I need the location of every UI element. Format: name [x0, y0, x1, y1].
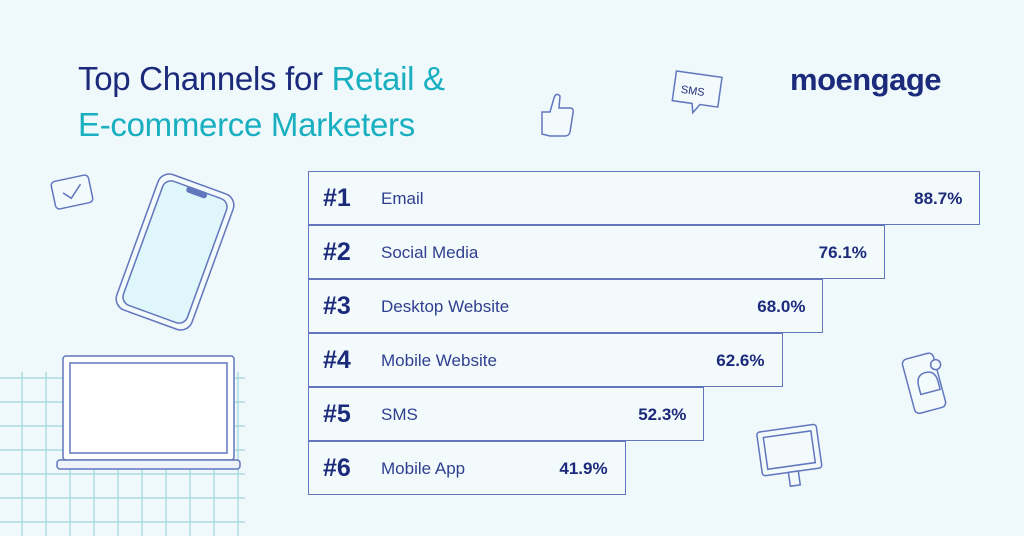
rank-label: #1 — [323, 184, 351, 212]
page-title: Top Channels for Retail & E-commerce Mar… — [78, 56, 445, 148]
moengage-logo: moengage — [790, 62, 942, 97]
value-label: 68.0% — [757, 297, 806, 316]
value-label: 76.1% — [818, 243, 867, 262]
title-part1: Top Channels for — [78, 60, 332, 97]
bar-sms: #5 SMS 52.3% — [308, 387, 705, 441]
bar-mobile-app: #6 Mobile App 41.9% — [308, 441, 626, 495]
category-label: Desktop Website — [381, 297, 510, 316]
email-check-icon — [50, 174, 94, 210]
bar-social-media: #2 Social Media 76.1% — [308, 225, 885, 279]
rank-label: #5 — [323, 400, 351, 428]
value-label: 88.7% — [914, 189, 963, 208]
rank-label: #2 — [323, 238, 351, 266]
phone-notification-icon — [901, 352, 947, 415]
rank-label: #4 — [323, 346, 351, 374]
value-label: 41.9% — [559, 459, 608, 478]
smartphone-icon — [115, 173, 235, 331]
thumbs-up-icon — [541, 93, 574, 137]
category-label: Email — [381, 189, 424, 208]
sms-bubble-icon: SMS — [671, 70, 723, 115]
value-label: 62.6% — [716, 351, 765, 370]
svg-text:SMS: SMS — [680, 84, 705, 99]
rank-label: #6 — [323, 454, 351, 482]
laptop-icon — [56, 355, 241, 470]
category-label: Mobile App — [381, 459, 466, 478]
rank-label: #3 — [323, 292, 351, 320]
title-line2: E-commerce Marketers — [78, 106, 415, 143]
category-label: Mobile Website — [381, 351, 497, 370]
category-label: SMS — [381, 405, 418, 424]
bar-email: #1 Email 88.7% — [308, 171, 981, 225]
title-part2: Retail & — [331, 60, 445, 97]
category-label: Social Media — [381, 243, 479, 262]
bar-desktop-website: #3 Desktop Website 68.0% — [308, 279, 824, 333]
monitor-icon — [756, 423, 823, 488]
value-label: 52.3% — [638, 405, 687, 424]
bar-mobile-website: #4 Mobile Website 62.6% — [308, 333, 783, 387]
